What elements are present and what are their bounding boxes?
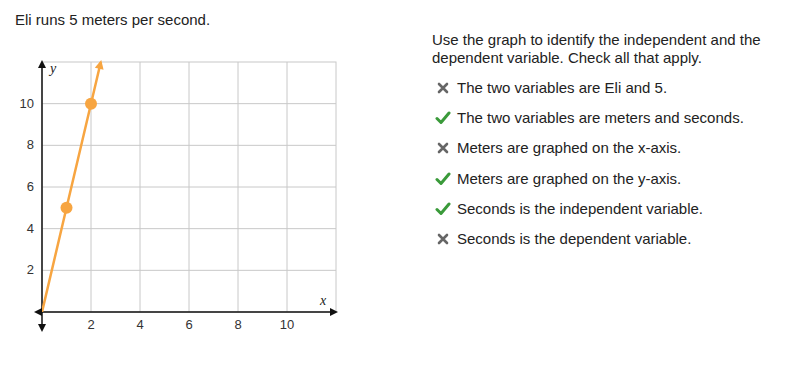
y-tick-label: 2 xyxy=(27,262,34,277)
cross-icon xyxy=(435,140,451,156)
option-text: The two variables are meters and seconds… xyxy=(457,109,744,126)
grid-line xyxy=(42,270,336,271)
axis-arrow xyxy=(38,60,46,68)
y-tick-label: 6 xyxy=(27,179,34,194)
x-tick-label: 10 xyxy=(280,317,294,332)
y-tick-label: 8 xyxy=(27,137,34,152)
option: The two variables are meters and seconds… xyxy=(432,106,794,136)
question-text: Use the graph to identify the independen… xyxy=(432,31,794,67)
grid-line xyxy=(42,187,336,188)
option-text: Meters are graphed on the x-axis. xyxy=(457,139,681,156)
line-arrow xyxy=(95,60,104,70)
option: Meters are graphed on the y-axis. xyxy=(432,167,794,197)
check-icon xyxy=(435,110,451,126)
check-shape xyxy=(437,174,449,184)
option-text: Meters are graphed on the y-axis. xyxy=(457,170,681,187)
cross-shape xyxy=(439,84,447,92)
y-tick-label: 10 xyxy=(20,96,34,111)
check-shape xyxy=(437,113,449,123)
cross-icon xyxy=(435,231,451,247)
axis-arrow xyxy=(330,308,338,316)
y-axis xyxy=(41,62,43,330)
check-icon xyxy=(435,201,451,217)
x-tick-label: 2 xyxy=(87,317,94,332)
chart: 2 4 6 8 10 2 4 6 8 10 y x xyxy=(0,0,400,371)
cross-shape xyxy=(439,144,447,152)
x-axis xyxy=(36,311,336,313)
grid-line xyxy=(42,228,336,229)
option-text: Seconds is the independent variable. xyxy=(457,200,703,217)
axis-arrow xyxy=(38,324,46,332)
y-axis-label: y xyxy=(48,61,57,76)
x-tick-label: 4 xyxy=(136,317,143,332)
options: The two variables are Eli and 5. The two … xyxy=(432,76,794,257)
option: Seconds is the independent variable. xyxy=(432,197,794,227)
y-tick-label: 4 xyxy=(27,221,34,236)
cross-shape xyxy=(439,235,447,243)
x-tick-label: 8 xyxy=(234,317,241,332)
x-tick-label: 6 xyxy=(185,317,192,332)
option-text: Seconds is the dependent variable. xyxy=(457,230,691,247)
check-shape xyxy=(437,204,449,214)
axis-arrow xyxy=(34,308,42,316)
option: The two variables are Eli and 5. xyxy=(432,76,794,106)
cross-icon xyxy=(435,80,451,96)
plot-frame xyxy=(42,62,336,312)
option: Seconds is the dependent variable. xyxy=(432,227,794,257)
data-point xyxy=(61,202,73,214)
grid-line xyxy=(42,145,336,146)
check-icon xyxy=(435,171,451,187)
option: Meters are graphed on the x-axis. xyxy=(432,136,794,166)
option-text: The two variables are Eli and 5. xyxy=(457,79,667,96)
data-point xyxy=(85,98,97,110)
problem-text: Eli runs 5 meters per second. xyxy=(15,11,210,28)
data-line xyxy=(42,62,101,312)
x-axis-label: x xyxy=(319,293,327,308)
plot-data xyxy=(42,62,101,312)
